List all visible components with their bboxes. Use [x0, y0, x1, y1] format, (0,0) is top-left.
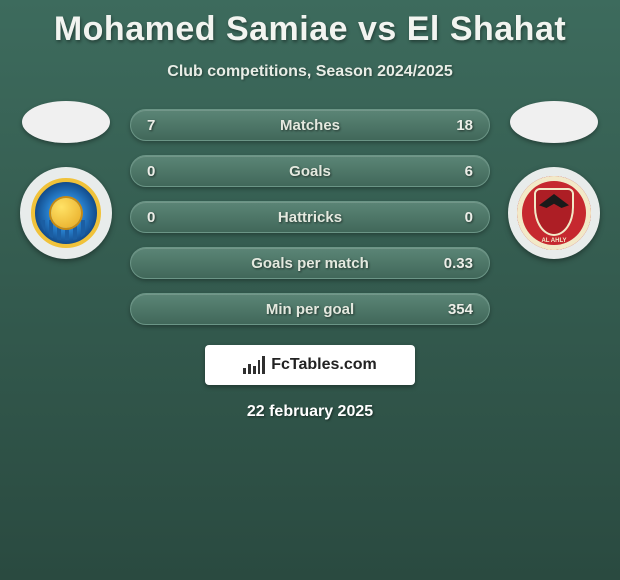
stat-right-value: 0.33: [444, 255, 473, 272]
comparison-content: 7 Matches 18 0 Goals 6 0 Hattricks 0 Goa…: [0, 109, 620, 325]
stat-right-value: 0: [465, 209, 473, 226]
right-player-column: AL AHLY 1907: [504, 109, 604, 259]
ismaily-badge-icon: [31, 178, 101, 248]
stat-left-value: 0: [147, 163, 155, 180]
right-flag-icon: [510, 101, 598, 143]
page-subtitle: Club competitions, Season 2024/2025: [0, 63, 620, 81]
stat-right-value: 18: [456, 117, 473, 134]
stat-row-goals-per-match: Goals per match 0.33: [130, 247, 490, 279]
badge-label: AL AHLY: [517, 238, 591, 244]
stats-list: 7 Matches 18 0 Goals 6 0 Hattricks 0 Goa…: [130, 109, 490, 325]
left-player-column: [16, 109, 116, 259]
al-ahly-badge-icon: AL AHLY 1907: [517, 176, 591, 250]
comparison-date: 22 february 2025: [0, 403, 620, 421]
stat-label: Matches: [131, 117, 489, 134]
badge-year: 1907: [517, 246, 591, 252]
bar-chart-icon: [243, 356, 265, 374]
stat-left-value: 0: [147, 209, 155, 226]
branding-box: FcTables.com: [205, 345, 415, 385]
stat-row-matches: 7 Matches 18: [130, 109, 490, 141]
stat-left-value: 7: [147, 117, 155, 134]
left-flag-icon: [22, 101, 110, 143]
right-club-badge: AL AHLY 1907: [508, 167, 600, 259]
branding-text: FcTables.com: [271, 356, 377, 374]
stat-right-value: 6: [465, 163, 473, 180]
stat-label: Goals: [131, 163, 489, 180]
stat-right-value: 354: [448, 301, 473, 318]
left-club-badge: [20, 167, 112, 259]
stat-row-min-per-goal: Min per goal 354: [130, 293, 490, 325]
stat-row-hattricks: 0 Hattricks 0: [130, 201, 490, 233]
stat-row-goals: 0 Goals 6: [130, 155, 490, 187]
stat-label: Goals per match: [131, 255, 489, 272]
page-title: Mohamed Samiae vs El Shahat: [0, 0, 620, 49]
stat-label: Hattricks: [131, 209, 489, 226]
stat-label: Min per goal: [131, 301, 489, 318]
